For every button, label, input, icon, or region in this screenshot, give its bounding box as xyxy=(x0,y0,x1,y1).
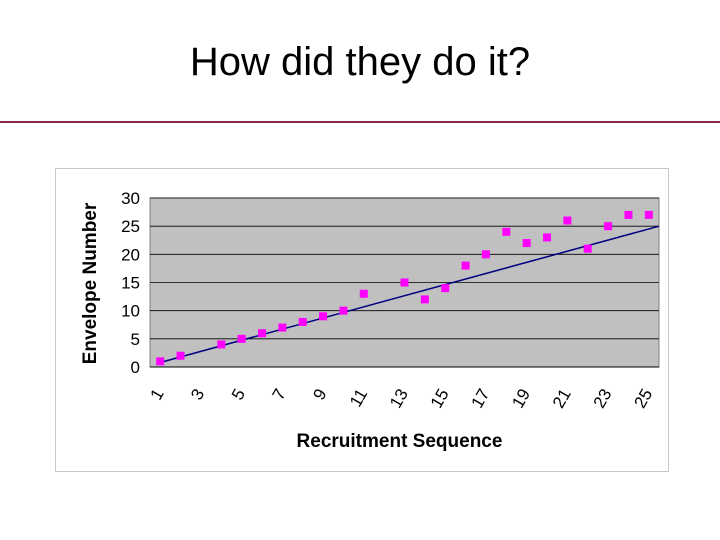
data-point xyxy=(420,295,429,304)
data-point xyxy=(461,261,470,270)
y-tick-label: 0 xyxy=(131,358,140,377)
data-point xyxy=(400,278,409,287)
data-point xyxy=(604,222,613,231)
x-tick-label: 15 xyxy=(427,386,453,412)
gridlines xyxy=(150,197,659,368)
data-point xyxy=(176,351,185,360)
data-point xyxy=(156,357,165,366)
x-tick-label: 19 xyxy=(508,386,534,412)
data-point xyxy=(237,334,246,343)
y-tick-label: 20 xyxy=(121,245,140,264)
x-tick-label: 25 xyxy=(630,386,656,412)
data-point xyxy=(583,244,592,253)
x-axis-ticks: 1 3 5 7 9 11 13 15 17 19 21 23 25 xyxy=(146,386,656,412)
data-point xyxy=(441,284,450,293)
data-point xyxy=(624,210,633,219)
data-point xyxy=(339,306,348,315)
data-point xyxy=(257,329,266,338)
x-tick-label: 11 xyxy=(346,386,371,411)
y-tick-label: 10 xyxy=(121,302,140,321)
x-tick-label: 13 xyxy=(386,386,412,412)
data-point xyxy=(502,227,511,236)
slide-title: How did they do it? xyxy=(189,40,531,84)
x-tick-label: 5 xyxy=(228,386,249,404)
x-tick-label: 17 xyxy=(467,386,493,412)
data-point xyxy=(644,210,653,219)
data-point xyxy=(278,323,287,332)
x-tick-label: 7 xyxy=(269,386,290,404)
x-tick-label: 1 xyxy=(146,386,167,404)
x-tick-label: 9 xyxy=(309,386,330,404)
y-tick-label: 30 xyxy=(121,189,140,208)
y-tick-label: 5 xyxy=(131,330,140,349)
y-axis-ticks: 0 5 10 15 20 25 30 xyxy=(121,189,140,377)
x-tick-label: 21 xyxy=(549,386,575,412)
data-point xyxy=(319,312,328,321)
data-point xyxy=(298,317,307,326)
data-point xyxy=(543,233,552,242)
x-tick-label: 3 xyxy=(187,386,208,404)
data-point xyxy=(359,289,368,298)
data-points xyxy=(156,210,653,366)
y-tick-label: 15 xyxy=(121,274,140,293)
title-divider xyxy=(0,121,720,123)
data-point xyxy=(563,216,572,225)
x-tick-label: 23 xyxy=(590,386,616,412)
data-point xyxy=(217,340,226,349)
y-tick-label: 25 xyxy=(121,217,140,236)
y-axis-title: Envelope Number xyxy=(80,202,101,364)
x-axis-title: Recruitment Sequence xyxy=(297,431,503,452)
data-point xyxy=(522,239,531,248)
data-point xyxy=(481,250,490,259)
